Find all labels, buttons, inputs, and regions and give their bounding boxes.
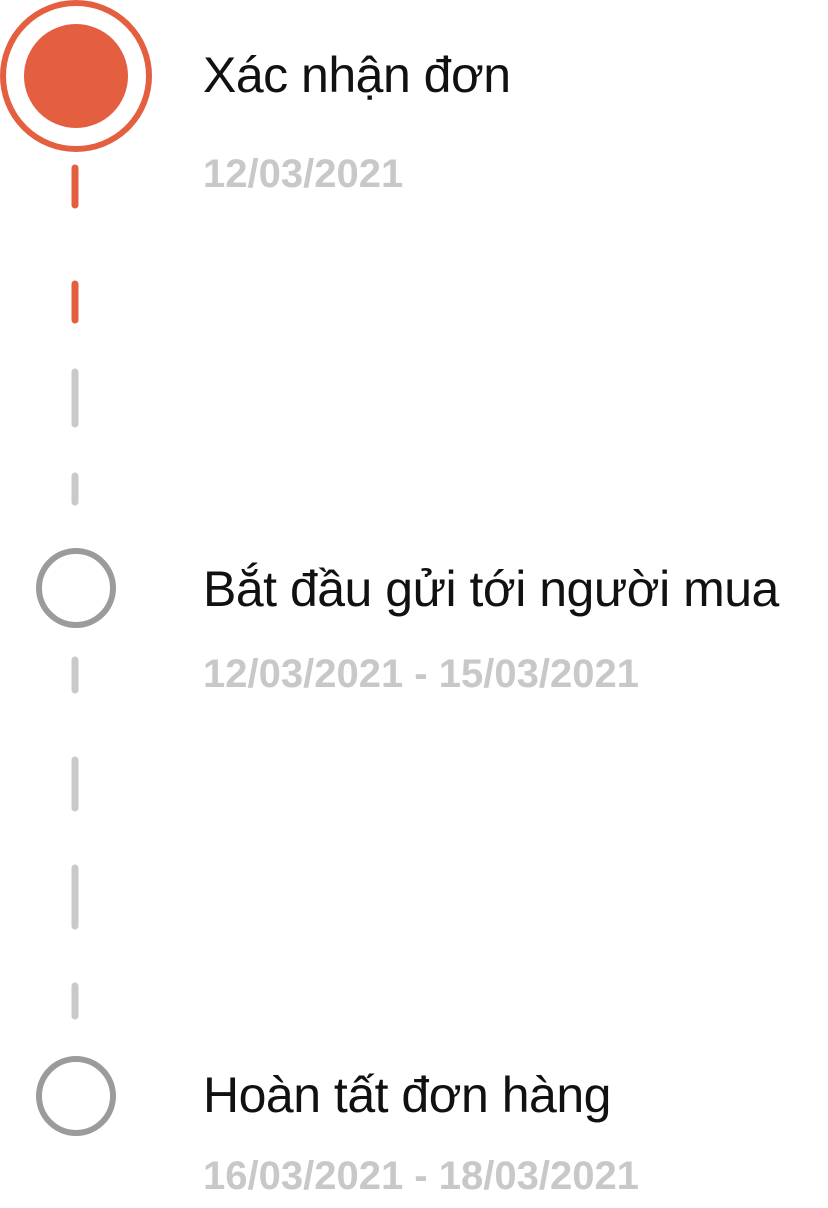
step-1-active-dot [24,24,128,128]
step-2-title: Bắt đầu gửi tới người mua [203,561,779,617]
step-1-date: 12/03/2021 [203,152,404,196]
step-3-date: 16/03/2021 - 18/03/2021 [203,1154,639,1198]
step-1-active-indicator [0,0,152,152]
step-2-pending-indicator [36,548,116,628]
step-3-pending-indicator [36,1056,116,1136]
step-2-date: 12/03/2021 - 15/03/2021 [203,652,639,696]
step-1-title: Xác nhận đơn [203,47,511,103]
step-3-title: Hoàn tất đơn hàng [203,1067,611,1123]
